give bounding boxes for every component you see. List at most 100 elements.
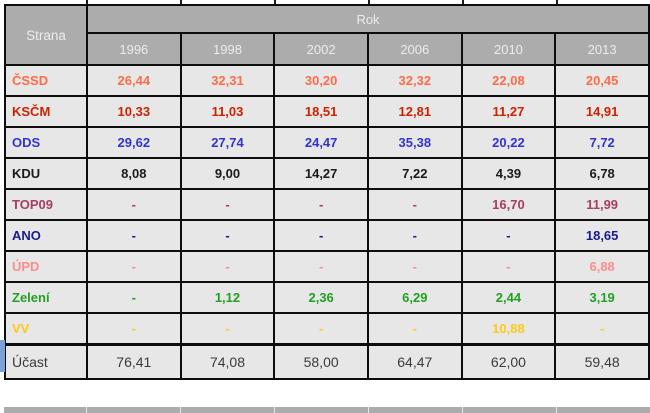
value-cell: -: [179, 219, 276, 252]
value-cell: -: [273, 219, 369, 252]
value-cell: 4,39: [460, 157, 557, 190]
value-cell: 18,65: [554, 219, 650, 252]
value-cell: -: [86, 219, 182, 252]
value-cell: -: [179, 250, 276, 283]
year-header-2002: 2002: [273, 32, 369, 66]
turnout-cell: 59,48: [554, 342, 650, 380]
value-cell: -: [366, 219, 463, 252]
value-cell: -: [273, 250, 369, 283]
value-cell: 8,08: [86, 157, 182, 190]
value-cell: -: [86, 250, 182, 283]
value-cell: -: [366, 312, 463, 345]
value-cell: 14,27: [273, 157, 369, 190]
turnout-row: Účast 76,41 74,08 58,00 64,47 62,00 59,4…: [4, 342, 650, 380]
column-border-tick: [462, 407, 463, 413]
party-label: KSČM: [4, 95, 88, 128]
column-border-tick: [180, 407, 181, 413]
header-row-group: Strana Rok: [4, 4, 650, 66]
column-border-tick: [86, 407, 87, 413]
value-cell: 3,19: [554, 281, 650, 314]
header-row-years: 1996 1998 2002 2006 2010 2013: [5, 32, 650, 66]
value-cell: 10,88: [460, 312, 557, 345]
year-header-2006: 2006: [366, 32, 463, 66]
value-cell: -: [460, 250, 557, 283]
value-cell: 32,32: [366, 64, 463, 97]
party-label: TOP09: [4, 188, 88, 221]
column-header-strana: Strana: [4, 4, 88, 66]
cropped-row-below: [4, 407, 650, 413]
value-cell: -: [273, 188, 369, 221]
value-cell: 35,38: [366, 126, 463, 159]
value-cell: 22,08: [460, 64, 557, 97]
value-cell: -: [366, 250, 463, 283]
value-cell: -: [86, 281, 182, 314]
column-border-tick: [462, 0, 464, 4]
party-row-ods: ODS 29,62 27,74 24,47 35,38 20,22 7,72: [4, 126, 650, 159]
value-cell: 26,44: [86, 64, 182, 97]
value-cell: 32,31: [179, 64, 276, 97]
year-header-2013: 2013: [554, 32, 650, 66]
value-cell: -: [179, 312, 276, 345]
value-cell: -: [179, 188, 276, 221]
party-label: ODS: [4, 126, 88, 159]
value-cell: -: [460, 219, 557, 252]
column-border-tick: [368, 407, 369, 413]
value-cell: 27,74: [179, 126, 276, 159]
column-border-tick: [368, 0, 370, 4]
value-cell: -: [366, 188, 463, 221]
party-row-zeleni: Zelení - 1,12 2,36 6,29 2,44 3,19: [4, 281, 650, 314]
value-cell: -: [86, 188, 182, 221]
year-header-1998: 1998: [179, 32, 276, 66]
turnout-cell: 58,00: [273, 342, 369, 380]
year-header-2010: 2010: [460, 32, 557, 66]
value-cell: 7,72: [554, 126, 650, 159]
party-label: VV: [4, 312, 88, 345]
value-cell: -: [273, 312, 369, 345]
year-header-1996: 1996: [86, 32, 182, 66]
value-cell: 16,70: [460, 188, 557, 221]
value-cell: -: [86, 312, 182, 345]
value-cell: 20,45: [554, 64, 650, 97]
value-cell: 6,78: [554, 157, 650, 190]
value-cell: 2,44: [460, 281, 557, 314]
value-cell: 14,91: [554, 95, 650, 128]
party-label: KDU: [4, 157, 88, 190]
cropped-row-above: [4, 0, 650, 4]
election-results-table: Strana Rok 1996 1998 2002 2006 2010 2013…: [4, 4, 650, 380]
value-cell: 24,47: [273, 126, 369, 159]
value-cell: -: [554, 312, 650, 345]
column-border-tick: [86, 0, 88, 4]
value-cell: 11,99: [554, 188, 650, 221]
column-border-tick: [556, 0, 558, 4]
value-cell: 10,33: [86, 95, 182, 128]
party-label: Zelení: [4, 281, 88, 314]
value-cell: 2,36: [273, 281, 369, 314]
scrollbar-thumb-fragment[interactable]: [0, 340, 5, 372]
party-row-kscm: KSČM 10,33 11,03 18,51 12,81 11,27 14,91: [4, 95, 650, 128]
value-cell: 18,51: [273, 95, 369, 128]
value-cell: 1,12: [179, 281, 276, 314]
value-cell: 6,29: [366, 281, 463, 314]
value-cell: 11,27: [460, 95, 557, 128]
value-cell: 11,03: [179, 95, 276, 128]
turnout-cell: 64,47: [366, 342, 463, 380]
turnout-cell: 74,08: [179, 342, 276, 380]
party-row-top09: TOP09 - - - - 16,70 11,99: [4, 188, 650, 221]
turnout-label: Účast: [4, 342, 88, 380]
value-cell: 30,20: [273, 64, 369, 97]
party-row-vv: VV - - - - 10,88 -: [4, 312, 650, 345]
party-row-ano: ANO - - - - - 18,65: [4, 219, 650, 252]
party-row-cssd: ČSSD 26,44 32,31 30,20 32,32 22,08 20,45: [4, 64, 650, 97]
value-cell: 29,62: [86, 126, 182, 159]
value-cell: 20,22: [460, 126, 557, 159]
column-border-tick: [274, 407, 275, 413]
party-row-upd: ÚPD - - - - - 6,88: [4, 250, 650, 283]
value-cell: 6,88: [554, 250, 650, 283]
value-cell: 9,00: [179, 157, 276, 190]
party-row-kdu: KDU 8,08 9,00 14,27 7,22 4,39 6,78: [4, 157, 650, 190]
value-cell: 7,22: [366, 157, 463, 190]
value-cell: 12,81: [366, 95, 463, 128]
turnout-cell: 76,41: [86, 342, 182, 380]
party-label: ANO: [4, 219, 88, 252]
